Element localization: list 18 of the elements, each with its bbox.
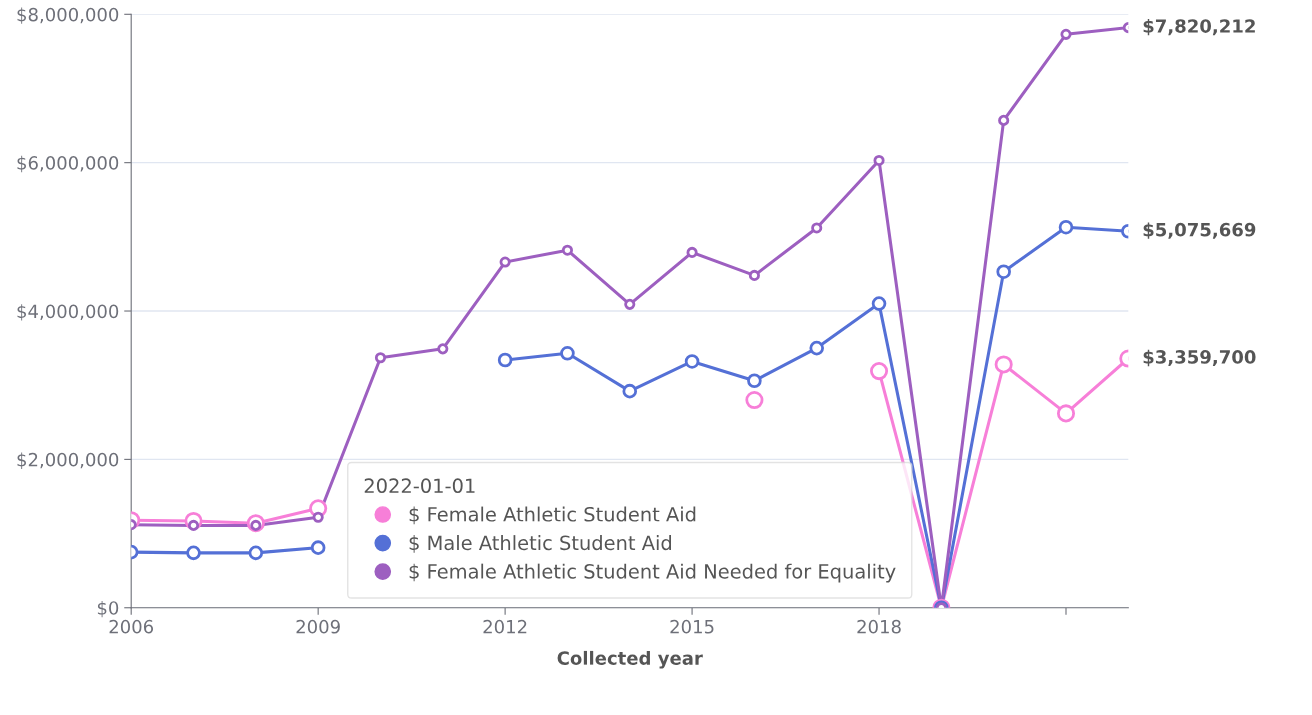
x-tick-label: 2015 [670,619,714,634]
legend-label: $ Female Athletic Student Aid [409,506,696,525]
y-tick-label: $2,000,000 [17,452,119,469]
x-tick-label: 2012 [483,619,527,634]
data-label: $3,359,700 [1143,349,1256,367]
y-tick-label: $8,000,000 [17,7,119,24]
legend-label: $ Female Athletic Student Aid Needed for Equality [409,563,896,583]
x-tick-label: 2009 [296,619,340,634]
data-label: $5,075,669 [1143,222,1256,239]
legend-label: $ Male Athletic Student Aid [409,535,671,553]
legend-title: 2022-01-01 [364,478,475,494]
data-label: $7,820,212 [1143,18,1255,36]
x-tick-label: 2006 [109,619,154,634]
y-tick-label: $6,000,000 [17,155,119,173]
y-tick-label: $4,000,000 [17,304,119,321]
x-tick-label: 2018 [857,619,901,634]
y-tick-label: $0 [97,600,119,618]
x-axis-title: Collected year [557,650,703,669]
